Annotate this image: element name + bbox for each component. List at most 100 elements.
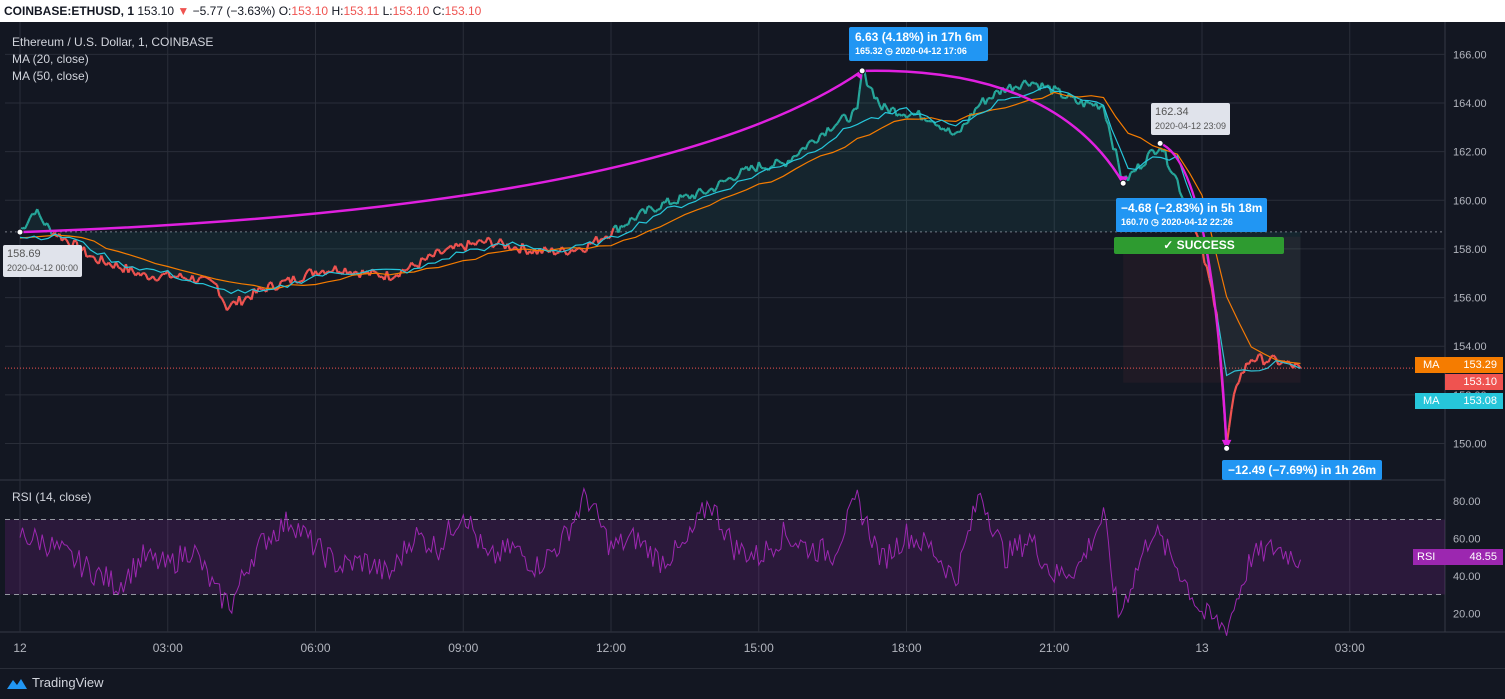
price-segment — [1176, 179, 1181, 193]
price-segment — [156, 276, 162, 282]
price-segment — [46, 222, 51, 229]
price-segment — [393, 274, 398, 279]
price-segment — [86, 255, 90, 258]
price-segment — [1169, 169, 1174, 175]
price-segment — [634, 214, 640, 221]
price-segment — [1232, 385, 1238, 395]
price-segment — [405, 266, 410, 271]
price-segment — [159, 272, 164, 278]
price-segment — [644, 205, 649, 215]
price-segment — [423, 258, 427, 261]
anchor-point — [16, 228, 24, 236]
price-segment — [566, 252, 570, 256]
rsi-tick-label: 60.00 — [1453, 533, 1481, 545]
peak-annotation[interactable]: 162.34 2020-04-12 23:09 — [1151, 103, 1231, 135]
anchor-point — [858, 67, 866, 75]
footer: TradingView — [0, 668, 1505, 699]
price-segment — [432, 249, 438, 258]
tradingview-brand[interactable]: TradingView — [32, 675, 104, 690]
price-segment — [815, 140, 819, 144]
price-segment — [1250, 358, 1255, 363]
price-segment — [987, 96, 991, 100]
crash-arrowhead-icon — [1221, 439, 1232, 450]
price-segment — [1028, 81, 1034, 87]
price-segment — [428, 253, 432, 257]
x-tick-label: 03:00 — [1335, 641, 1365, 655]
price-segment — [580, 248, 585, 253]
price-segment — [206, 276, 211, 281]
price-segment — [550, 247, 556, 256]
price-segment — [883, 102, 888, 109]
price-segment — [940, 127, 944, 131]
down-move-arrow — [862, 69, 1125, 184]
price-segment — [713, 186, 718, 193]
price-segment — [737, 168, 743, 176]
price-segment — [420, 256, 425, 261]
price-segment — [354, 270, 358, 274]
symbol-name[interactable]: COINBASE:ETHUSD, 1 — [4, 4, 135, 18]
price-segment — [583, 250, 587, 254]
price-segment — [804, 142, 810, 150]
y-tick-label: 150.00 — [1453, 439, 1487, 451]
price-segment — [179, 272, 184, 279]
price-segment — [1100, 104, 1104, 108]
y-tick-label: 160.00 — [1453, 195, 1487, 207]
legend-ma20[interactable]: MA (20, close) — [12, 52, 89, 66]
price-segment — [1014, 85, 1018, 89]
price-segment — [1173, 174, 1179, 181]
price-segment — [976, 102, 982, 108]
start-annotation[interactable]: 158.69 2020-04-12 00:00 — [3, 245, 83, 277]
price-segment — [772, 158, 778, 167]
legend-ma50[interactable]: MA (50, close) — [12, 69, 89, 83]
price-segment — [401, 268, 405, 272]
price-segment — [65, 239, 71, 246]
price-segment — [228, 302, 233, 308]
price-segment — [63, 237, 68, 242]
start-value: 158.69 — [7, 248, 41, 260]
ma50-axis-value: 153.29 — [1463, 359, 1497, 371]
price-segment — [965, 121, 969, 125]
price-segment — [144, 273, 150, 281]
price-chart[interactable]: 150.00152.00154.00156.00158.00160.00162.… — [0, 22, 1505, 668]
price-segment — [955, 130, 959, 134]
price-segment — [1253, 359, 1257, 363]
down-move-annotation[interactable]: −4.68 (−2.83%) in 5h 18m 160.70 ◷ 2020-0… — [1116, 198, 1268, 232]
price-segment — [459, 242, 465, 248]
price-segment — [757, 161, 763, 169]
price-segment — [215, 284, 221, 297]
price-segment — [1230, 394, 1236, 410]
price-segment — [208, 278, 213, 283]
price-segment — [258, 286, 262, 291]
price-segment — [1018, 83, 1024, 90]
ma50-axis-label: MA — [1423, 359, 1440, 371]
price-segment — [848, 111, 854, 123]
up-move-arrow — [19, 69, 863, 234]
crash-annotation[interactable]: −12.49 (−7.69%) in 1h 26m — [1222, 460, 1383, 480]
up-move-annotation[interactable]: 6.63 (4.18%) in 17h 6m 165.32 ◷ 2020-04-… — [849, 27, 989, 61]
up-move-text: 6.63 (4.18%) in 17h 6m — [855, 30, 983, 44]
price-segment — [417, 257, 423, 268]
price-segment — [984, 98, 989, 105]
price-segment — [147, 277, 151, 281]
price-segment — [107, 261, 112, 267]
price-segment — [1105, 119, 1110, 126]
price-segment — [464, 240, 470, 251]
rsi-legend[interactable]: RSI (14, close) — [12, 490, 92, 504]
open-value: 153.10 — [291, 4, 329, 18]
price-segment — [36, 208, 41, 216]
price-segment — [218, 295, 223, 300]
price-segment — [725, 176, 730, 181]
price-segment — [662, 200, 666, 204]
price-segment — [851, 107, 856, 113]
price-segment — [337, 270, 341, 274]
price-segment — [240, 299, 246, 306]
price-segment — [1166, 164, 1171, 171]
legend-title[interactable]: Ethereum / U.S. Dollar, 1, COINBASE — [12, 35, 214, 49]
tradingview-logo-icon[interactable] — [6, 677, 28, 691]
price-segment — [1114, 148, 1120, 163]
price-segment — [1171, 172, 1176, 176]
price-segment — [142, 271, 147, 275]
low-value: 153.10 — [392, 4, 430, 18]
price-axis-tag: 153.10 — [1445, 374, 1503, 390]
price-segment — [719, 179, 723, 183]
